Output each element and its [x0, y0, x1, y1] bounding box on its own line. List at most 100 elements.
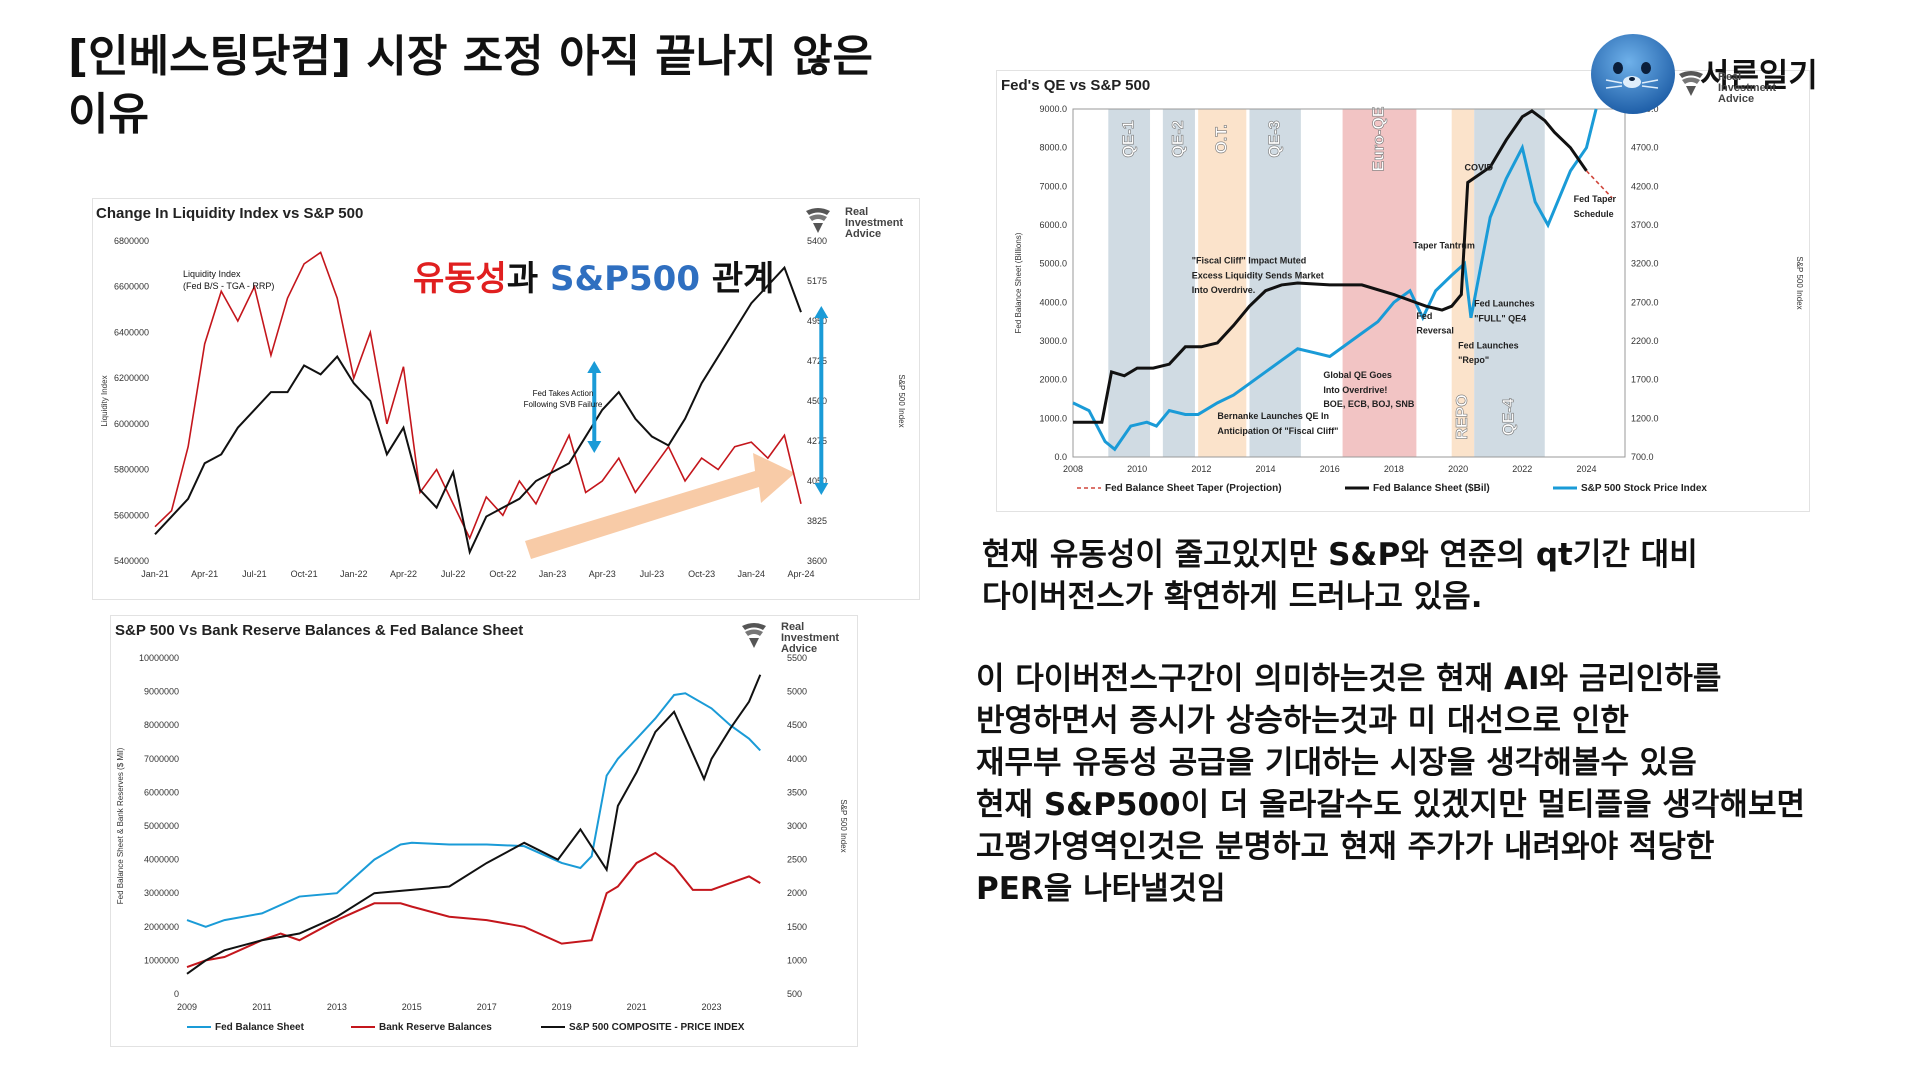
fed-balance-line: [186, 692, 761, 928]
y2-tick-label: 3200.0: [1631, 259, 1659, 269]
annotation-text: Fed Launches: [1474, 299, 1535, 309]
legend-label: S&P 500 COMPOSITE - PRICE INDEX: [569, 1022, 745, 1033]
y2-tick-label: 4200.0: [1631, 181, 1659, 191]
divergence-arrow-head-top: [814, 306, 829, 318]
y-tick-label: 3000000: [144, 888, 179, 898]
y-tick-label: 9000000: [144, 687, 179, 697]
x-tick-label: Jan-24: [738, 569, 766, 579]
bank-reserves-line: [186, 851, 761, 969]
y-tick-label: 4000.0: [1039, 297, 1067, 307]
fed-qe-chart-panel: Fed's QE vs S&P 500 QE-1 QE-2 O.T. QE-3 Euro…: [996, 70, 1810, 512]
annotation-text: "FULL" QE4: [1474, 313, 1526, 323]
y-tick-label: 1000000: [144, 955, 179, 965]
x-tick-label: Apr-22: [390, 569, 417, 579]
y-tick-label: 6600000: [114, 282, 149, 292]
y2-tick-label: 1200.0: [1631, 413, 1659, 423]
x-tick-label: 2011: [252, 1002, 271, 1012]
y2-axis-label: S&P 500 Index: [897, 374, 906, 427]
y2-tick-label: 1000: [787, 955, 807, 965]
fed-balance-line: [1073, 109, 1588, 424]
annotation-text: Reversal: [1416, 326, 1454, 336]
x-tick-label: 2021: [627, 1002, 647, 1012]
paragraph-line: 고평가영역인것은 분명하고 현재 주가가 내려와야 적당한: [976, 829, 1715, 865]
y2-tick-label: 1500: [787, 922, 807, 932]
sp500-line: [1072, 108, 1598, 452]
brand-name: 서른일기: [1700, 56, 1818, 94]
band-label: QE-4: [1501, 398, 1518, 435]
y-tick-label: 10000000: [139, 653, 179, 663]
y-tick-label: 8000.0: [1039, 143, 1067, 153]
annotation-text: Bernanke Launches QE In: [1217, 411, 1329, 421]
y-tick-label: 5000000: [144, 821, 179, 831]
seal-avatar-icon: [1591, 34, 1675, 114]
annotation-text: Fed Takes Action: [533, 389, 594, 398]
annotation-text: BOE, ECB, BOJ, SNB: [1323, 399, 1415, 409]
y2-tick-label: 4000: [787, 754, 807, 764]
fed-qe-chart-plot: QE-1 QE-2 O.T. QE-3 Euro-QE REPO QE-4 9000.0 800…: [1014, 104, 1804, 494]
x-tick-label: Apr-24: [787, 569, 814, 579]
taper-projection-line: [1585, 170, 1613, 199]
y2-tick-label: 4725: [807, 356, 827, 366]
x-tick-label: Apr-23: [589, 569, 616, 579]
y-tick-label: 2000.0: [1039, 375, 1067, 385]
band-label: Euro-QE: [1371, 106, 1388, 171]
x-tick-label: Jul-21: [242, 569, 267, 579]
y-tick-label: 5600000: [114, 510, 149, 520]
liquidity-index-line: [154, 251, 802, 541]
paragraph-line: 재무부 유동성 공급을 기대하는 시장을 생각해볼수 있음: [976, 745, 1697, 781]
divergence-arrow-head-bottom: [814, 483, 829, 495]
legend-label: Fed Balance Sheet ($Bil): [1373, 483, 1490, 494]
y2-tick-label: 500: [787, 989, 802, 999]
y-axis-label: Liquidity Index: [100, 375, 109, 426]
paragraph-divergence: 현재 유동성이 줄고있지만 S&P와 연준의 qt기간 대비 다이버전스가 확연…: [982, 534, 1698, 618]
y2-tick-label: 4275: [807, 436, 827, 446]
x-tick-label: 2020: [1448, 464, 1468, 474]
x-tick-label: 2010: [1127, 464, 1147, 474]
logo-icon: [806, 208, 830, 233]
y-tick-label: 6000000: [114, 419, 149, 429]
x-tick-label: 2013: [327, 1002, 347, 1012]
divergence-arrow-head-top: [587, 361, 602, 373]
x-tick-label: Oct-21: [291, 569, 318, 579]
paragraph-line: 반영하면서 증시가 상승하는것과 미 대선으로 인한: [976, 703, 1629, 739]
sp500-line: [186, 674, 762, 975]
y2-tick-label: 2200.0: [1631, 336, 1659, 346]
x-tick-label: Jan-22: [340, 569, 368, 579]
x-tick-label: 2019: [552, 1002, 572, 1012]
band-label: QE-1: [1120, 120, 1137, 157]
annotation-text: Fed Taper: [1574, 194, 1617, 204]
x-tick-label: Jul-22: [441, 569, 466, 579]
y-tick-label: 1000.0: [1039, 413, 1067, 423]
logo-text: Real Investment Advice: [781, 621, 840, 655]
logo-text: Real Investment Advice: [845, 206, 904, 240]
logo-text: Real Investment Advice: [1718, 71, 1777, 105]
divergence-arrow-head-bottom: [587, 441, 602, 453]
y2-tick-label: 3825: [807, 516, 827, 526]
x-tick-label: 2023: [702, 1002, 722, 1012]
y2-tick-label: 4050: [807, 476, 827, 486]
y2-tick-label: 2700.0: [1631, 297, 1659, 307]
x-tick-label: 2009: [177, 1002, 197, 1012]
y2-tick-label: 3500: [787, 787, 807, 797]
band-label: QE-2: [1170, 120, 1187, 157]
y-tick-label: 4000000: [144, 855, 179, 865]
y2-tick-label: 5500: [787, 653, 807, 663]
y2-tick-label: 5400: [807, 236, 827, 246]
paragraph-line: 이 다이버전스구간이 의미하는것은 현재 AI와 금리인하를: [976, 661, 1722, 697]
y-tick-label: 6800000: [114, 236, 149, 246]
y-tick-label: 6200000: [114, 373, 149, 383]
y2-tick-label: 3600: [807, 556, 827, 566]
liquidity-chart-plot: 6800000 6600000 6400000 6200000 6000000 58000…: [100, 236, 906, 579]
chart-title: S&P 500 Vs Bank Reserve Balances & Fed B…: [115, 622, 524, 639]
bank-reserves-chart-panel: S&P 500 Vs Bank Reserve Balances & Fed B…: [110, 615, 858, 1047]
y2-tick-label: 4700.0: [1631, 143, 1659, 153]
y-tick-label: 7000.0: [1039, 181, 1067, 191]
y-tick-label: 3000.0: [1039, 336, 1067, 346]
paragraph-line: 다이버전스가 확연하게 드러나고 있음.: [982, 579, 1483, 615]
x-tick-label: 2016: [1320, 464, 1340, 474]
liquidity-chart-panel: Change In Liquidity Index vs S&P 500 Rea…: [92, 198, 920, 600]
y-tick-label: 5000.0: [1039, 259, 1067, 269]
qe-band: [1474, 109, 1545, 457]
paragraph-line: 현재 S&P500이 더 올라갈수도 있겠지만 멀티플을 생각해보면: [976, 787, 1805, 823]
x-tick-label: Jan-21: [141, 569, 169, 579]
